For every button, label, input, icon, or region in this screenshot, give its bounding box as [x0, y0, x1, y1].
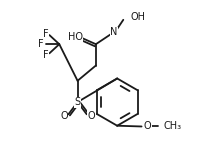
Text: N: N — [110, 27, 118, 37]
Text: O: O — [60, 111, 68, 121]
Text: S: S — [75, 97, 81, 107]
Text: HO: HO — [68, 32, 83, 42]
Text: O: O — [88, 111, 95, 121]
Text: F: F — [38, 39, 44, 49]
Text: OH: OH — [130, 12, 145, 22]
Text: O: O — [144, 121, 151, 132]
Text: F: F — [43, 50, 48, 60]
Text: CH₃: CH₃ — [164, 121, 182, 132]
Text: F: F — [43, 28, 48, 39]
